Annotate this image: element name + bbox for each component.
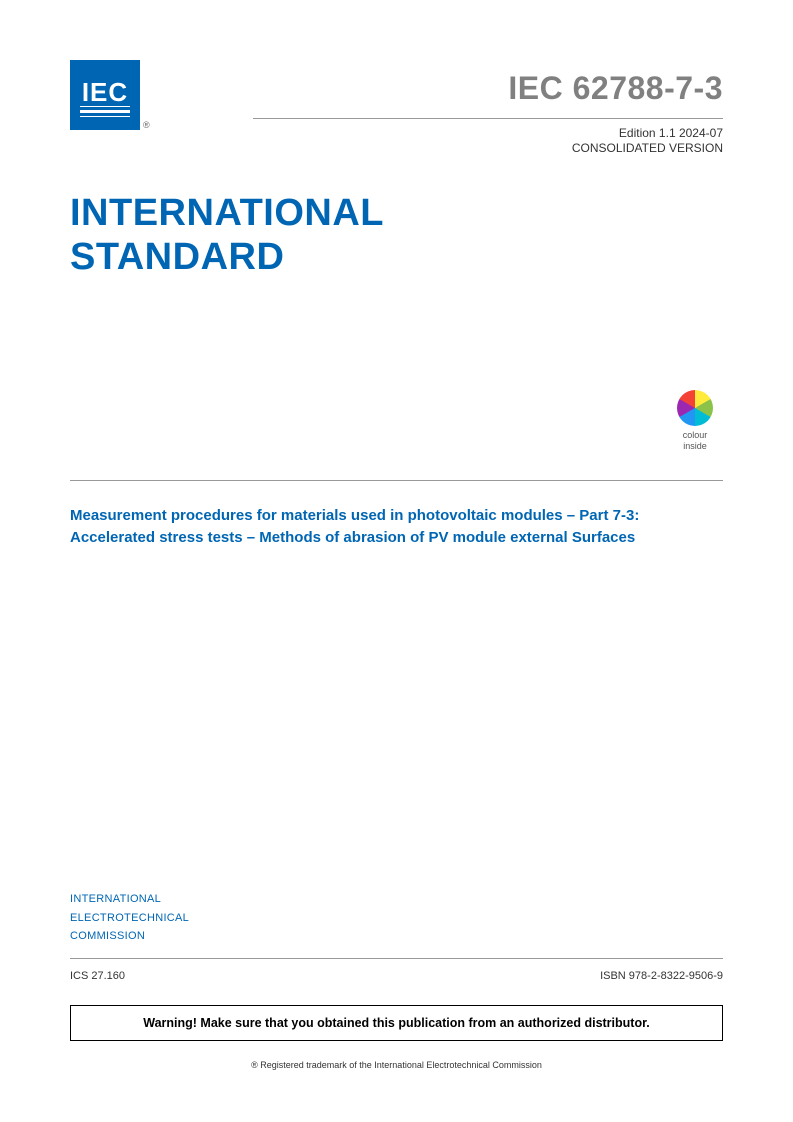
registered-mark: ® [143,120,150,130]
divider-bottom [70,958,723,959]
iec-logo: IEC [70,60,140,130]
divider-mid [70,480,723,481]
warning-box: Warning! Make sure that you obtained thi… [70,1005,723,1041]
logo-text: IEC [82,77,128,108]
trademark-notice: ® Registered trademark of the Internatio… [70,1060,723,1070]
isbn-code: ISBN 978-2-8322-9506-9 [600,970,723,982]
document-subtitle: Measurement procedures for materials use… [70,505,710,549]
organization-name: INTERNATIONAL ELECTROTECHNICAL COMMISSIO… [70,890,189,946]
title-line-2: STANDARD [70,236,284,278]
standard-code: IEC 62788-7-3 [508,70,723,107]
colour-wheel-icon [677,390,713,426]
main-title: INTERNATIONAL STANDARD [70,192,384,279]
title-line-1: INTERNATIONAL [70,192,384,234]
divider-top [253,118,723,119]
page-container: IEC ® IEC 62788-7-3 Edition 1.1 2024-07 … [70,60,723,1070]
consolidated-version: CONSOLIDATED VERSION [572,141,723,155]
colour-inside-badge: colour inside [677,390,713,452]
colour-label: colour inside [677,430,713,452]
logo-lines-icon [80,110,130,113]
edition-line: Edition 1.1 2024-07 [619,126,723,140]
ics-code: ICS 27.160 [70,970,125,982]
